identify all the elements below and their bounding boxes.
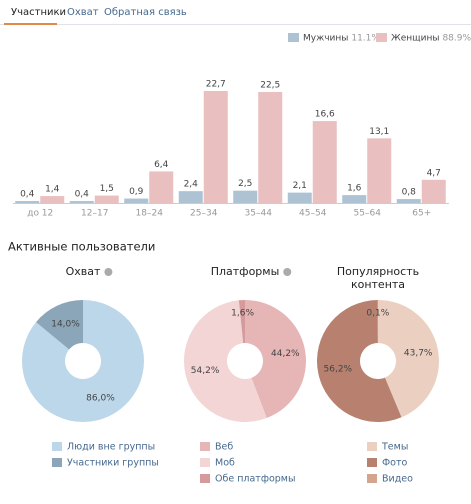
slice-label: 0,1% [366,309,389,319]
legend-label: Темы [381,442,408,453]
pie-title: Охват [66,265,101,278]
tab[interactable]: Охват [67,7,99,18]
help-icon [104,268,112,276]
legend-swatch [200,458,210,467]
bar [313,121,337,203]
value-label: 16,6 [315,110,335,120]
legend-swatch [367,474,377,483]
legend-label: Обе платформы [215,474,295,485]
bar [95,196,119,203]
value-label: 2,5 [238,179,252,189]
legend-label: Участники группы [67,458,159,469]
bar [149,171,173,203]
bar [258,92,282,203]
x-tick-label: 65+ [412,209,431,219]
help-icon [283,268,291,276]
legend-swatch [367,458,377,467]
x-tick-label: 45–54 [299,209,327,219]
value-label: 22,7 [206,80,226,90]
legend-swatch [367,442,377,451]
slice-label: 56,2% [324,365,353,375]
slice-label: 1,6% [231,309,254,319]
active-tab-underline [4,23,57,25]
slice-label: 44,2% [271,349,300,359]
legend-label: Фото [382,458,408,469]
x-tick-label: до 12 [27,209,53,219]
bar [40,196,64,203]
value-label: 0,4 [75,190,90,200]
x-tick-label: 12–17 [81,209,108,219]
x-tick-label: 55–64 [354,209,382,219]
legend-swatch [52,458,62,467]
legend-label: Люди вне группы [67,442,155,453]
value-label: 0,9 [129,187,144,197]
bar [397,199,421,203]
value-label: 22,5 [260,80,280,90]
legend-swatch [376,33,387,42]
legend-swatch [200,474,210,483]
legend-label: Мужчины [303,34,348,44]
value-label: 6,4 [154,160,169,170]
legend-swatch [200,442,210,451]
value-label: 0,8 [402,188,417,198]
value-label: 1,6 [347,184,362,194]
value-label: 13,1 [369,127,389,137]
bar [124,199,148,203]
bar [233,191,257,203]
legend-share: 88.9% [442,34,471,44]
legend-label: Веб [215,442,233,453]
bar [179,191,203,203]
bar [367,138,391,203]
tab[interactable]: Участники [11,7,66,18]
slice-label: 14,0% [51,319,80,329]
value-label: 4,7 [427,168,441,178]
value-label: 2,1 [293,181,307,191]
bar [342,195,366,203]
x-tick-label: 35–44 [245,209,273,219]
legend-swatch [52,442,62,451]
pie-title: Платформы [211,265,280,278]
legend-label: Видео [382,474,413,485]
bar [70,201,94,203]
legend-label: Женщины [391,34,439,44]
bar [422,180,446,203]
legend-swatch [288,33,299,42]
value-label: 0,4 [20,190,35,200]
value-label: 2,4 [184,180,199,190]
section-title: Активные пользователи [8,240,155,254]
slice-label: 43,7% [404,348,433,358]
x-tick-label: 18–24 [136,209,164,219]
slice-label: 86,0% [86,394,115,404]
value-label: 1,5 [100,184,114,194]
value-label: 1,4 [45,185,60,195]
slice-label: 54,2% [191,366,220,376]
bar [15,201,39,203]
tab[interactable]: Обратная связь [104,7,187,18]
bar [288,193,312,203]
legend-label: Моб [215,458,235,469]
x-tick-label: 25–34 [190,209,218,219]
bar [204,91,228,203]
